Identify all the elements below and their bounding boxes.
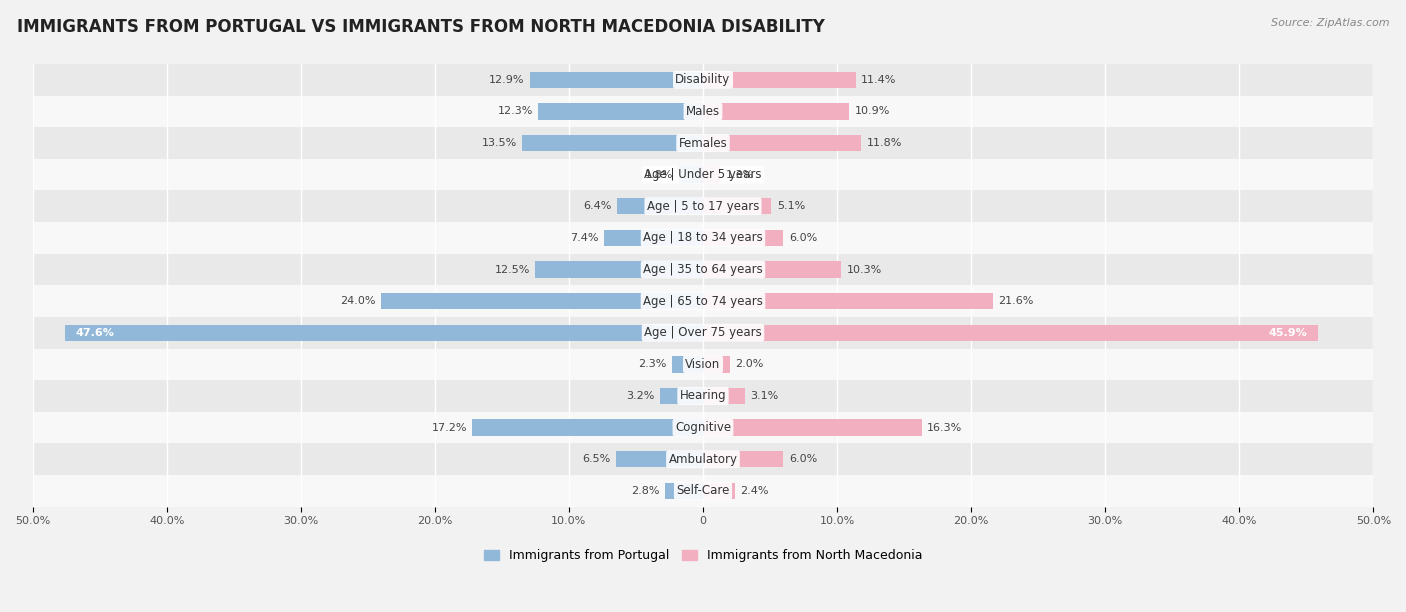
Bar	[672, 356, 703, 373]
Text: 10.9%: 10.9%	[855, 106, 890, 116]
Text: Hearing: Hearing	[679, 389, 727, 403]
Bar	[679, 166, 703, 183]
Text: 47.6%: 47.6%	[76, 328, 114, 338]
Text: Source: ZipAtlas.com: Source: ZipAtlas.com	[1271, 18, 1389, 28]
Bar	[32, 222, 1374, 254]
Legend: Immigrants from Portugal, Immigrants from North Macedonia: Immigrants from Portugal, Immigrants fro…	[484, 550, 922, 562]
Text: Vision: Vision	[685, 358, 721, 371]
Text: 2.8%: 2.8%	[631, 486, 659, 496]
Bar	[703, 230, 783, 246]
Bar	[703, 388, 745, 404]
Bar	[32, 127, 1374, 159]
Text: 12.5%: 12.5%	[495, 264, 530, 275]
Bar	[32, 349, 1374, 380]
Bar	[703, 166, 720, 183]
Bar	[32, 285, 1374, 317]
Bar	[703, 72, 856, 88]
Text: 5.1%: 5.1%	[776, 201, 806, 211]
Bar	[703, 483, 735, 499]
Text: Cognitive: Cognitive	[675, 421, 731, 434]
Text: Disability: Disability	[675, 73, 731, 86]
Bar	[536, 261, 703, 278]
Text: 2.3%: 2.3%	[638, 359, 666, 370]
Text: Age | Over 75 years: Age | Over 75 years	[644, 326, 762, 339]
Text: 7.4%: 7.4%	[569, 233, 599, 243]
Bar	[32, 64, 1374, 95]
Bar	[32, 254, 1374, 285]
Bar	[32, 444, 1374, 475]
Text: Males: Males	[686, 105, 720, 118]
Bar	[703, 324, 1319, 341]
Bar	[703, 356, 730, 373]
Bar	[530, 72, 703, 88]
Text: 3.1%: 3.1%	[749, 391, 778, 401]
Text: 16.3%: 16.3%	[927, 423, 962, 433]
Bar	[616, 451, 703, 468]
Text: 1.8%: 1.8%	[645, 170, 673, 180]
Text: Age | 5 to 17 years: Age | 5 to 17 years	[647, 200, 759, 213]
Text: 2.0%: 2.0%	[735, 359, 763, 370]
Text: 24.0%: 24.0%	[340, 296, 375, 306]
Text: Age | 35 to 64 years: Age | 35 to 64 years	[643, 263, 763, 276]
Bar	[32, 317, 1374, 349]
Text: 6.5%: 6.5%	[582, 454, 610, 465]
Bar	[32, 190, 1374, 222]
Text: Age | Under 5 years: Age | Under 5 years	[644, 168, 762, 181]
Bar	[703, 103, 849, 119]
Bar	[32, 412, 1374, 444]
Bar	[65, 324, 703, 341]
Bar	[703, 451, 783, 468]
Text: Ambulatory: Ambulatory	[668, 453, 738, 466]
Bar	[617, 198, 703, 214]
Text: IMMIGRANTS FROM PORTUGAL VS IMMIGRANTS FROM NORTH MACEDONIA DISABILITY: IMMIGRANTS FROM PORTUGAL VS IMMIGRANTS F…	[17, 18, 825, 36]
Bar	[603, 230, 703, 246]
Bar	[659, 388, 703, 404]
Text: 6.0%: 6.0%	[789, 233, 817, 243]
Text: Age | 18 to 34 years: Age | 18 to 34 years	[643, 231, 763, 244]
Bar	[522, 135, 703, 151]
Bar	[472, 419, 703, 436]
Bar	[703, 419, 921, 436]
Bar	[703, 198, 772, 214]
Text: 1.3%: 1.3%	[725, 170, 754, 180]
Bar	[703, 135, 862, 151]
Bar	[665, 483, 703, 499]
Text: 6.4%: 6.4%	[583, 201, 612, 211]
Text: 2.4%: 2.4%	[741, 486, 769, 496]
Text: Age | 65 to 74 years: Age | 65 to 74 years	[643, 294, 763, 308]
Bar	[381, 293, 703, 309]
Text: 45.9%: 45.9%	[1270, 328, 1308, 338]
Text: 3.2%: 3.2%	[626, 391, 655, 401]
Bar	[32, 380, 1374, 412]
Bar	[32, 159, 1374, 190]
Bar	[32, 95, 1374, 127]
Text: Females: Females	[679, 136, 727, 149]
Text: 11.8%: 11.8%	[866, 138, 901, 148]
Bar	[703, 293, 993, 309]
Text: 17.2%: 17.2%	[432, 423, 467, 433]
Text: 6.0%: 6.0%	[789, 454, 817, 465]
Text: 11.4%: 11.4%	[862, 75, 897, 85]
Bar	[32, 475, 1374, 507]
Text: 10.3%: 10.3%	[846, 264, 882, 275]
Bar	[703, 261, 841, 278]
Text: 12.9%: 12.9%	[489, 75, 524, 85]
Text: 13.5%: 13.5%	[481, 138, 516, 148]
Bar	[538, 103, 703, 119]
Text: 21.6%: 21.6%	[998, 296, 1033, 306]
Text: Self-Care: Self-Care	[676, 484, 730, 498]
Text: 12.3%: 12.3%	[498, 106, 533, 116]
